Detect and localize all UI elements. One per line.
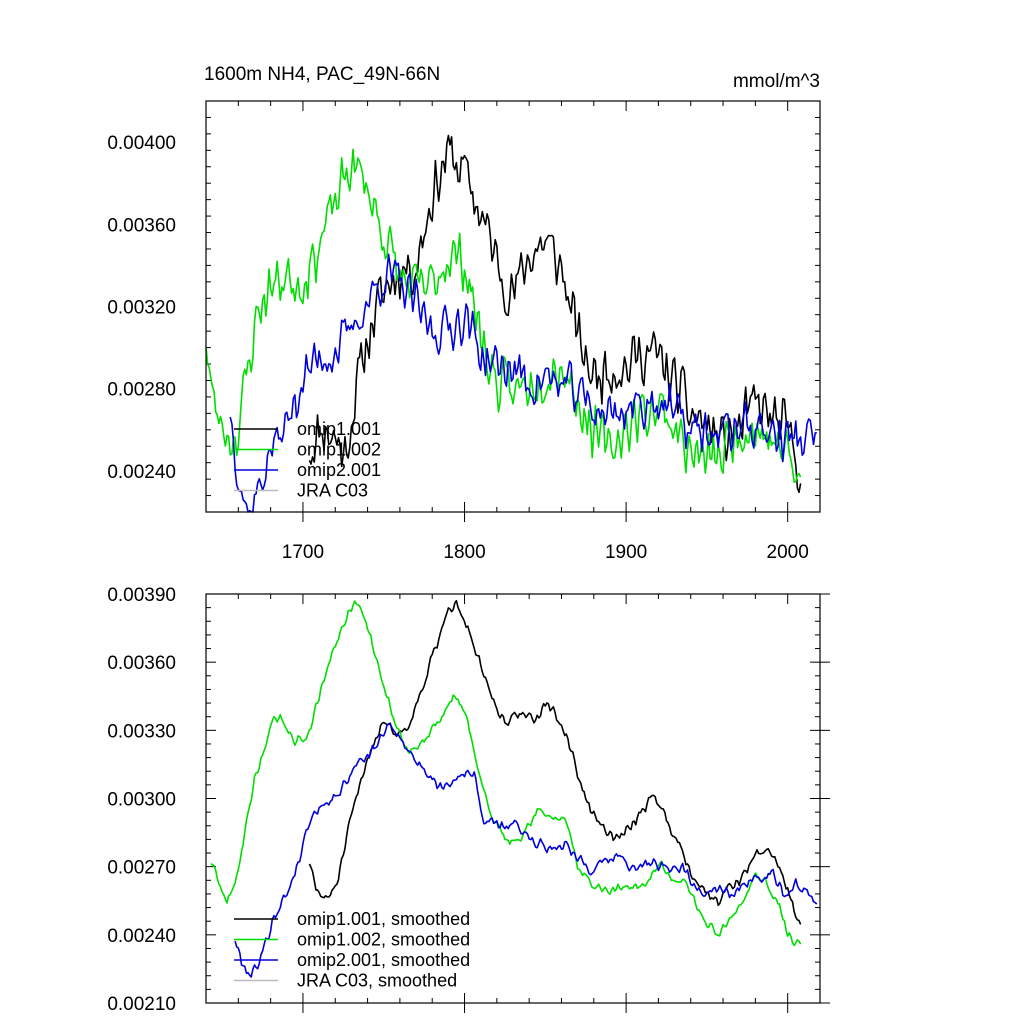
y-tick-label: 0.00210 xyxy=(107,994,176,1015)
bottom-plot-frame xyxy=(205,593,821,1004)
y-tick-label: 0.00270 xyxy=(107,858,176,879)
legend-label-omip1-001: omip1.001 xyxy=(297,419,381,439)
bottom-tick-labels: 0.00210 0.00240 0.00270 0.00300 0.00330 0.003… xyxy=(107,585,176,1015)
top-plot-frame xyxy=(205,100,821,513)
legend-label-jra-c03-smoothed: JRA C03, smoothed xyxy=(297,971,457,991)
y-tick-label: 0.00330 xyxy=(107,721,176,742)
legend-label-omip1-002-smoothed: omip1.002, smoothed xyxy=(297,930,470,950)
units-label: mmol/m^3 xyxy=(733,71,820,92)
x-tick-label: 1900 xyxy=(605,542,647,563)
series-line-omip1-001 xyxy=(308,134,802,494)
series-line-omip1-002-smoothed xyxy=(210,600,802,947)
y-tick-label: 0.00320 xyxy=(107,298,176,319)
top-axis-ticks xyxy=(205,100,821,522)
y-tick-label: 0.00400 xyxy=(107,133,176,154)
legend-label-jra-c03: JRA C03 xyxy=(297,481,368,501)
legend-label-omip2-001: omip2.001 xyxy=(297,460,381,480)
y-tick-label: 0.00300 xyxy=(107,790,176,811)
y-tick-label: 0.00280 xyxy=(107,380,176,401)
y-tick-label: 0.00240 xyxy=(107,926,176,947)
chart-title: 1600m NH4, PAC_49N-66N xyxy=(204,64,440,85)
legend-label-omip1-002: omip1.002 xyxy=(297,440,381,460)
top-tick-labels: 1700 1800 1900 2000 0.00240 0.00280 0.00320 0.0… xyxy=(107,133,809,563)
legend-label-omip1-001-smoothed: omip1.001, smoothed xyxy=(297,909,470,929)
y-tick-label: 0.00390 xyxy=(107,585,176,606)
x-tick-label: 2000 xyxy=(767,542,809,563)
x-tick-label: 1800 xyxy=(443,542,485,563)
bottom-panel: 0.00210 0.00240 0.00270 0.00300 0.00330 0.003… xyxy=(107,585,830,1015)
bottom-data-lines xyxy=(210,599,818,978)
series-line-omip2-001 xyxy=(229,253,817,513)
series-line-omip2-001-smoothed xyxy=(234,722,818,978)
y-tick-label: 0.00360 xyxy=(107,653,176,674)
top-data-lines xyxy=(205,134,817,513)
legend-label-omip2-001-smoothed: omip2.001, smoothed xyxy=(297,950,470,970)
y-tick-label: 0.00360 xyxy=(107,215,176,236)
top-panel: 1600m NH4, PAC_49N-66N mmol/m^3 1700 1800… xyxy=(107,64,821,563)
x-tick-label: 1700 xyxy=(282,542,324,563)
series-line-omip1-001-smoothed xyxy=(308,599,802,925)
y-tick-label: 0.00240 xyxy=(107,462,176,483)
